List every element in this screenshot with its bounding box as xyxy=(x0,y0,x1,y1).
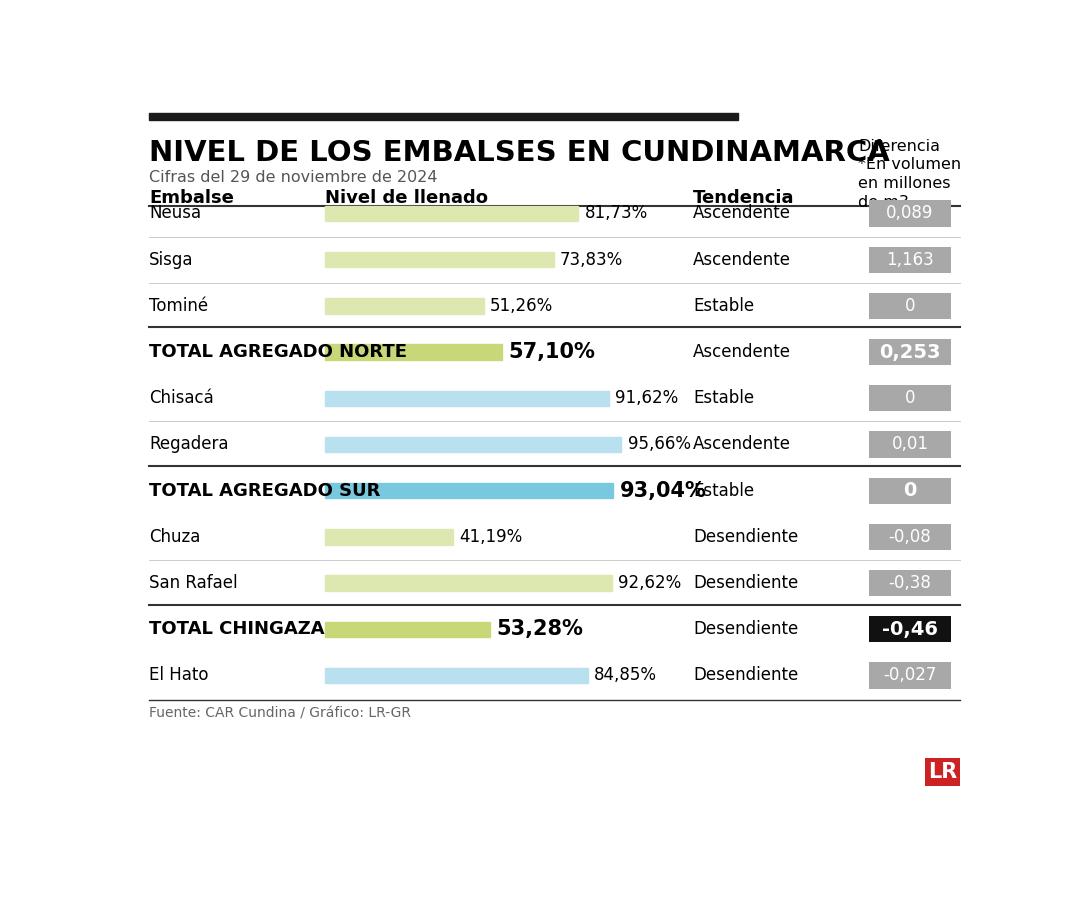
Text: 0,089: 0,089 xyxy=(887,204,934,222)
Text: 92,62%: 92,62% xyxy=(618,574,681,592)
Text: 0,253: 0,253 xyxy=(879,343,941,362)
Text: El Hato: El Hato xyxy=(149,667,208,685)
Text: Sisga: Sisga xyxy=(149,251,193,269)
Text: 0: 0 xyxy=(903,482,917,500)
Text: 81,73%: 81,73% xyxy=(584,204,648,222)
Text: 0: 0 xyxy=(905,297,915,315)
Text: Nivel de llenado: Nivel de llenado xyxy=(325,189,488,207)
Text: TOTAL AGREGADO SUR: TOTAL AGREGADO SUR xyxy=(149,482,380,500)
Bar xyxy=(325,483,613,499)
FancyBboxPatch shape xyxy=(869,201,950,227)
Bar xyxy=(325,436,621,452)
Bar xyxy=(325,668,588,683)
Text: 0: 0 xyxy=(905,390,915,408)
Text: Estable: Estable xyxy=(693,390,754,408)
FancyBboxPatch shape xyxy=(869,478,950,504)
Text: TOTAL AGREGADO NORTE: TOTAL AGREGADO NORTE xyxy=(149,343,407,361)
Text: 53,28%: 53,28% xyxy=(496,619,583,639)
Text: Desendiente: Desendiente xyxy=(693,528,798,546)
FancyBboxPatch shape xyxy=(869,247,950,273)
Text: Desendiente: Desendiente xyxy=(693,667,798,685)
Text: 57,10%: 57,10% xyxy=(508,342,595,362)
Text: Chisacá: Chisacá xyxy=(149,390,214,408)
Text: -0,027: -0,027 xyxy=(883,667,936,685)
FancyBboxPatch shape xyxy=(869,570,950,596)
Text: Ascendente: Ascendente xyxy=(693,204,791,222)
Text: 73,83%: 73,83% xyxy=(559,251,623,269)
Bar xyxy=(325,345,502,360)
Text: Estable: Estable xyxy=(693,297,754,315)
Text: -0,46: -0,46 xyxy=(882,620,939,639)
Text: Cifras del 29 de noviembre de 2024: Cifras del 29 de noviembre de 2024 xyxy=(149,169,437,184)
FancyBboxPatch shape xyxy=(869,616,950,643)
Text: Neusa: Neusa xyxy=(149,204,201,222)
FancyBboxPatch shape xyxy=(869,339,950,365)
FancyBboxPatch shape xyxy=(924,758,960,786)
Text: -0,38: -0,38 xyxy=(889,574,931,592)
FancyBboxPatch shape xyxy=(869,524,950,550)
Text: 0,01: 0,01 xyxy=(891,436,929,454)
Bar xyxy=(325,529,453,544)
Text: Tominé: Tominé xyxy=(149,297,208,315)
Text: Ascendente: Ascendente xyxy=(693,343,791,361)
Text: Desendiente: Desendiente xyxy=(693,620,798,638)
Text: 41,19%: 41,19% xyxy=(459,528,522,546)
Text: 91,62%: 91,62% xyxy=(616,390,678,408)
Text: Desendiente: Desendiente xyxy=(693,574,798,592)
Bar xyxy=(325,575,612,590)
Text: NIVEL DE LOS EMBALSES EN CUNDINAMARCA: NIVEL DE LOS EMBALSES EN CUNDINAMARCA xyxy=(149,139,890,166)
FancyBboxPatch shape xyxy=(869,662,950,688)
Bar xyxy=(149,113,738,120)
Text: 51,26%: 51,26% xyxy=(490,297,553,315)
Text: Embalse: Embalse xyxy=(149,189,234,207)
Text: Ascendente: Ascendente xyxy=(693,251,791,269)
Text: TOTAL CHINGAZA: TOTAL CHINGAZA xyxy=(149,620,324,638)
Text: -0,08: -0,08 xyxy=(889,528,931,546)
Text: Diferencia
*En volumen
en millones
de m3: Diferencia *En volumen en millones de m3 xyxy=(859,139,961,210)
Text: Regadera: Regadera xyxy=(149,436,229,454)
Text: Chuza: Chuza xyxy=(149,528,200,546)
Text: 93,04%: 93,04% xyxy=(620,481,706,500)
Text: Tendencia: Tendencia xyxy=(693,189,795,207)
FancyBboxPatch shape xyxy=(869,292,950,319)
Bar xyxy=(325,391,609,406)
Text: Fuente: CAR Cundina / Gráfico: LR-GR: Fuente: CAR Cundina / Gráfico: LR-GR xyxy=(149,706,411,720)
Text: LR: LR xyxy=(928,761,957,782)
Text: San Rafael: San Rafael xyxy=(149,574,238,592)
Bar xyxy=(325,298,484,313)
Text: 95,66%: 95,66% xyxy=(627,436,690,454)
FancyBboxPatch shape xyxy=(869,431,950,457)
FancyBboxPatch shape xyxy=(869,385,950,411)
Bar xyxy=(325,622,490,637)
Bar xyxy=(325,206,578,221)
Text: Ascendente: Ascendente xyxy=(693,436,791,454)
Text: 84,85%: 84,85% xyxy=(594,667,657,685)
Text: Estable: Estable xyxy=(693,482,754,500)
Bar xyxy=(325,252,554,267)
Text: 1,163: 1,163 xyxy=(886,251,934,269)
